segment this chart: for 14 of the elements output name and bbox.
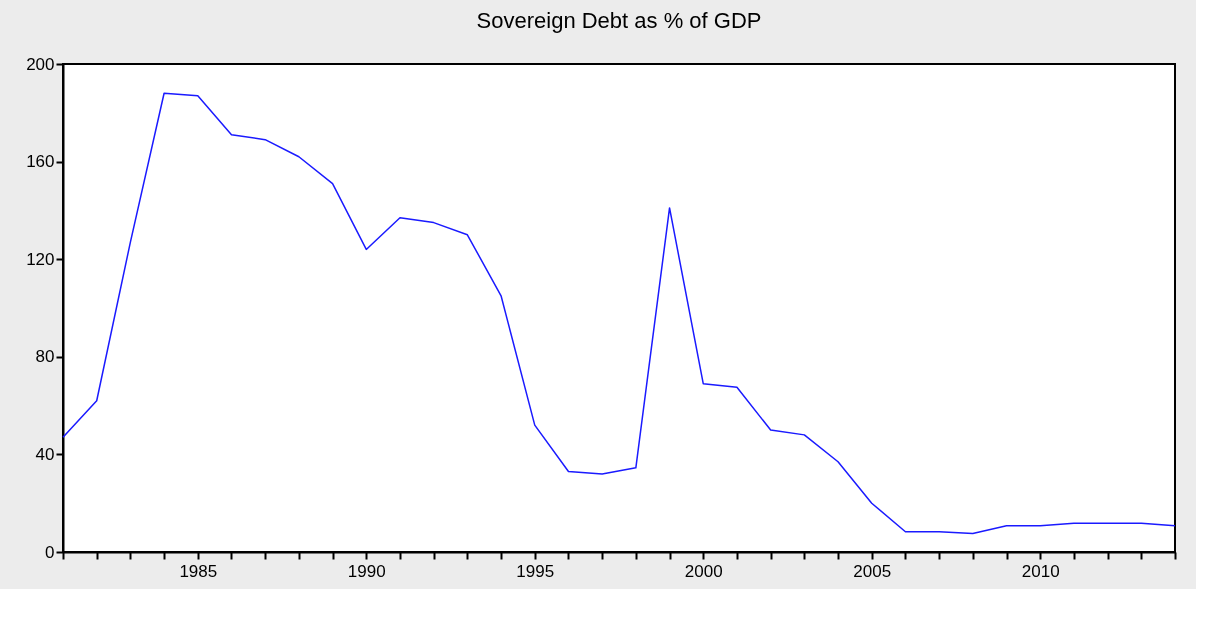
y-tick-label: 160 — [26, 152, 55, 172]
x-tick-label: 1995 — [516, 561, 555, 581]
x-tick-label: 2010 — [1021, 561, 1060, 581]
chart-title: Sovereign Debt as % of GDP — [476, 8, 762, 33]
y-tick-label: 40 — [35, 444, 55, 464]
y-tick-label: 0 — [45, 542, 55, 562]
x-tick-label: 2005 — [853, 561, 892, 581]
x-tick-label: 1985 — [179, 561, 218, 581]
x-tick-label: 2000 — [684, 561, 723, 581]
line-series — [62, 92, 1176, 535]
x-tick-label: 1990 — [347, 561, 386, 581]
y-tick-label: 200 — [26, 54, 55, 74]
y-tick-label: 120 — [26, 249, 55, 269]
y-tick-label: 80 — [35, 347, 55, 367]
